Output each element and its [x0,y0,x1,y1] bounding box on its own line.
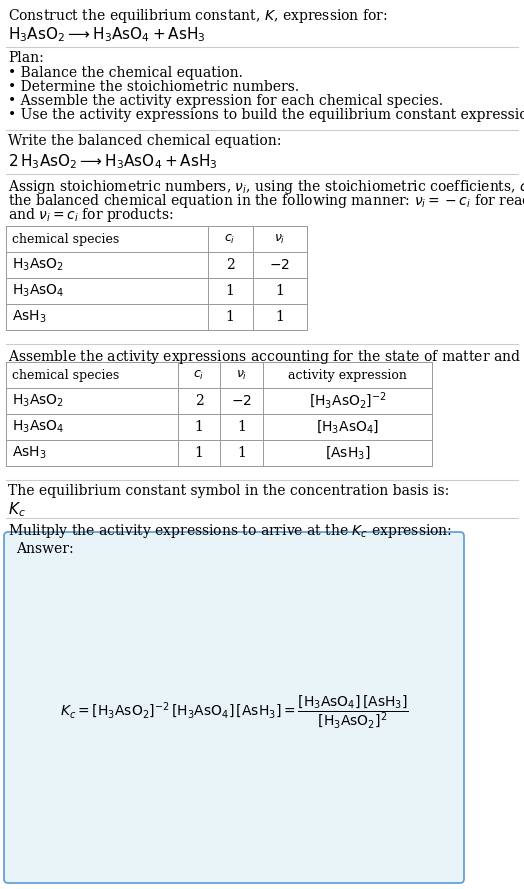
Text: chemical species: chemical species [12,369,119,381]
Text: Mulitply the activity expressions to arrive at the $K_c$ expression:: Mulitply the activity expressions to arr… [8,522,452,540]
Bar [6,226,307,330]
Text: $-2$: $-2$ [232,394,253,408]
Text: $\nu_i$: $\nu_i$ [236,368,248,381]
Text: 1: 1 [194,446,203,460]
Text: The equilibrium constant symbol in the concentration basis is:: The equilibrium constant symbol in the c… [8,484,449,498]
Text: $c_i$: $c_i$ [224,232,236,245]
Text: Assemble the activity expressions accounting for the state of matter and $\nu_i$: Assemble the activity expressions accoun… [8,348,524,366]
Text: $-2$: $-2$ [269,258,290,272]
Text: • Assemble the activity expression for each chemical species.: • Assemble the activity expression for e… [8,94,443,108]
Text: $\mathrm{AsH_3}$: $\mathrm{AsH_3}$ [12,308,47,325]
Text: Answer:: Answer: [16,542,74,556]
Text: $[\mathrm{AsH_3}]$: $[\mathrm{AsH_3}]$ [325,444,370,461]
Text: $\mathrm{AsH_3}$: $\mathrm{AsH_3}$ [12,444,47,461]
Text: 1: 1 [237,420,246,434]
Text: $\mathrm{H_3AsO_2}$: $\mathrm{H_3AsO_2}$ [12,257,64,273]
Text: 1: 1 [237,446,246,460]
FancyBboxPatch shape [4,532,464,883]
Text: 1: 1 [225,284,234,298]
Text: and $\nu_i = c_i$ for products:: and $\nu_i = c_i$ for products: [8,206,173,224]
Text: Construct the equilibrium constant, $K$, expression for:: Construct the equilibrium constant, $K$,… [8,7,388,25]
Text: $2\,\mathrm{H_3AsO_2} \longrightarrow \mathrm{H_3AsO_4} + \mathrm{AsH_3}$: $2\,\mathrm{H_3AsO_2} \longrightarrow \m… [8,152,218,171]
Text: the balanced chemical equation in the following manner: $\nu_i = -c_i$ for react: the balanced chemical equation in the fo… [8,192,524,210]
Text: $\mathrm{H_3AsO_4}$: $\mathrm{H_3AsO_4}$ [12,283,64,300]
Text: activity expression: activity expression [288,369,407,381]
Text: $c_i$: $c_i$ [193,368,205,381]
Text: $[\mathrm{H_3AsO_4}]$: $[\mathrm{H_3AsO_4}]$ [316,419,379,436]
Text: Write the balanced chemical equation:: Write the balanced chemical equation: [8,134,281,148]
Text: $\nu_i$: $\nu_i$ [274,232,286,245]
Text: Plan:: Plan: [8,51,43,65]
Text: 1: 1 [194,420,203,434]
Text: 1: 1 [225,310,234,324]
Text: • Determine the stoichiometric numbers.: • Determine the stoichiometric numbers. [8,80,299,94]
Bar [6,362,432,466]
Text: $\mathrm{H_3AsO_2}$: $\mathrm{H_3AsO_2}$ [12,393,64,409]
Text: chemical species: chemical species [12,233,119,245]
Text: $\mathrm{H_3AsO_2} \longrightarrow \mathrm{H_3AsO_4} + \mathrm{AsH_3}$: $\mathrm{H_3AsO_2} \longrightarrow \math… [8,25,206,44]
Text: 1: 1 [276,284,285,298]
Text: $K_c$: $K_c$ [8,500,26,518]
Text: $\mathrm{H_3AsO_4}$: $\mathrm{H_3AsO_4}$ [12,419,64,436]
Text: 1: 1 [276,310,285,324]
Text: $[\mathrm{H_3AsO_2}]^{-2}$: $[\mathrm{H_3AsO_2}]^{-2}$ [309,391,386,412]
Text: • Balance the chemical equation.: • Balance the chemical equation. [8,66,243,80]
Text: • Use the activity expressions to build the equilibrium constant expression.: • Use the activity expressions to build … [8,108,524,122]
Text: $K_c = [\mathrm{H_3AsO_2}]^{-2}\,[\mathrm{H_3AsO_4}]\,[\mathrm{AsH_3}] = \dfrac{: $K_c = [\mathrm{H_3AsO_2}]^{-2}\,[\mathr… [60,693,409,730]
Text: 2: 2 [194,394,203,408]
Text: 2: 2 [226,258,234,272]
Text: Assign stoichiometric numbers, $\nu_i$, using the stoichiometric coefficients, $: Assign stoichiometric numbers, $\nu_i$, … [8,178,524,196]
